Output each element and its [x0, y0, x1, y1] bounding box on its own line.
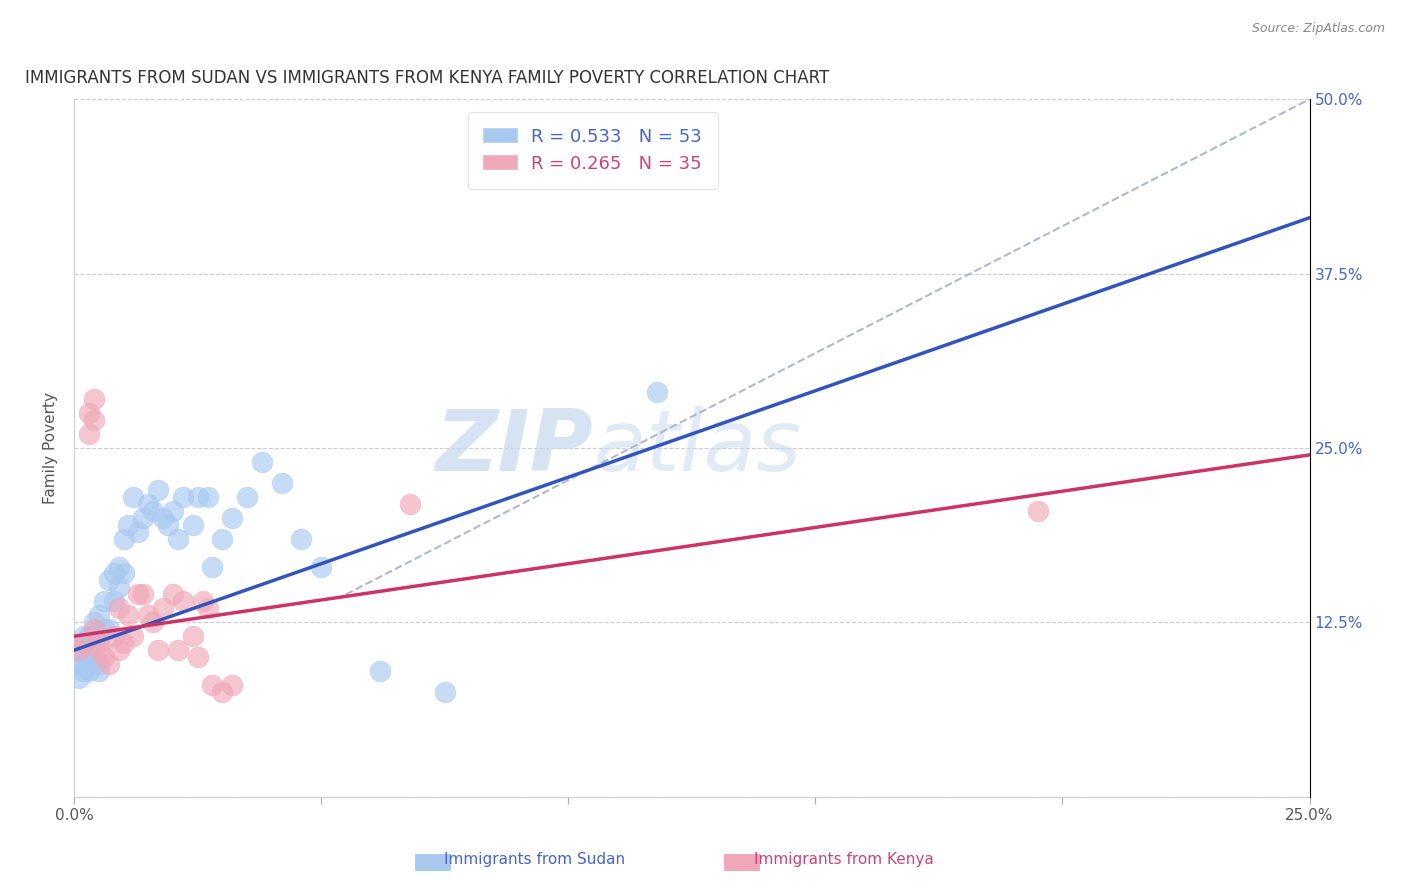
Point [201, 678, 224, 692]
Point [67, 643, 90, 657]
Point [136, 497, 159, 511]
Point [132, 587, 155, 601]
Point [77, 427, 100, 442]
Point [370, 664, 392, 678]
Point [77, 406, 100, 420]
Point [132, 510, 155, 524]
Point [221, 510, 243, 524]
Point [83, 413, 105, 427]
Point [181, 629, 204, 643]
Point [290, 532, 312, 546]
Point [197, 490, 219, 504]
Point [93, 650, 115, 665]
Point [93, 594, 115, 608]
Point [187, 650, 209, 665]
Point [112, 636, 135, 650]
Point [201, 559, 224, 574]
Point [73, 657, 96, 672]
Point [122, 490, 145, 504]
Point [83, 650, 105, 665]
Point [211, 532, 233, 546]
Point [146, 643, 169, 657]
Point [103, 566, 125, 581]
Point [67, 671, 90, 685]
Point [399, 497, 422, 511]
Point [112, 532, 135, 546]
Point [167, 643, 190, 657]
Point [117, 517, 139, 532]
Point [172, 490, 194, 504]
Point [87, 636, 110, 650]
Point [73, 629, 96, 643]
Point [250, 455, 273, 469]
Point [172, 594, 194, 608]
Point [97, 622, 120, 636]
Point [87, 608, 110, 623]
Point [156, 517, 179, 532]
Point [107, 581, 129, 595]
Text: Immigrants from Sudan: Immigrants from Sudan [444, 853, 624, 867]
Point [127, 524, 149, 539]
Point [309, 559, 332, 574]
Point [146, 483, 169, 497]
Point [112, 566, 135, 581]
Point [152, 601, 174, 615]
Point [645, 385, 668, 400]
Point [117, 608, 139, 623]
Point [152, 510, 174, 524]
Point [93, 622, 115, 636]
Point [77, 657, 100, 672]
Point [236, 490, 259, 504]
Point [67, 657, 90, 672]
Point [73, 664, 96, 678]
Point [83, 392, 105, 406]
Point [107, 601, 129, 615]
Point [97, 574, 120, 588]
Point [433, 685, 456, 699]
Point [122, 629, 145, 643]
Point [162, 587, 184, 601]
Point [191, 594, 214, 608]
Y-axis label: Family Poverty: Family Poverty [44, 392, 58, 504]
Point [97, 657, 120, 672]
Point [167, 532, 190, 546]
Point [221, 678, 243, 692]
Point [103, 629, 125, 643]
Point [197, 601, 219, 615]
Point [127, 587, 149, 601]
Legend: R = 0.533   N = 53, R = 0.265   N = 35: R = 0.533 N = 53, R = 0.265 N = 35 [468, 112, 718, 189]
Point [162, 504, 184, 518]
Text: Immigrants from Kenya: Immigrants from Kenya [754, 853, 934, 867]
Point [211, 685, 233, 699]
Text: Source: ZipAtlas.com: Source: ZipAtlas.com [1251, 22, 1385, 36]
Point [83, 629, 105, 643]
Point [107, 559, 129, 574]
Point [83, 615, 105, 630]
Point [187, 490, 209, 504]
Text: IMMIGRANTS FROM SUDAN VS IMMIGRANTS FROM KENYA FAMILY POVERTY CORRELATION CHART: IMMIGRANTS FROM SUDAN VS IMMIGRANTS FROM… [25, 69, 830, 87]
Point [142, 615, 165, 630]
Point [87, 657, 110, 672]
Text: ZIP: ZIP [436, 407, 593, 490]
Point [87, 664, 110, 678]
Point [77, 629, 100, 643]
Point [77, 650, 100, 665]
Point [142, 504, 165, 518]
Point [87, 629, 110, 643]
Point [1026, 504, 1049, 518]
Point [73, 636, 96, 650]
Point [77, 664, 100, 678]
Point [83, 622, 105, 636]
Point [87, 643, 110, 657]
Point [107, 643, 129, 657]
Point [136, 608, 159, 623]
Text: atlas: atlas [593, 407, 801, 490]
Point [270, 475, 292, 490]
Point [103, 594, 125, 608]
Point [181, 517, 204, 532]
Point [67, 643, 90, 657]
